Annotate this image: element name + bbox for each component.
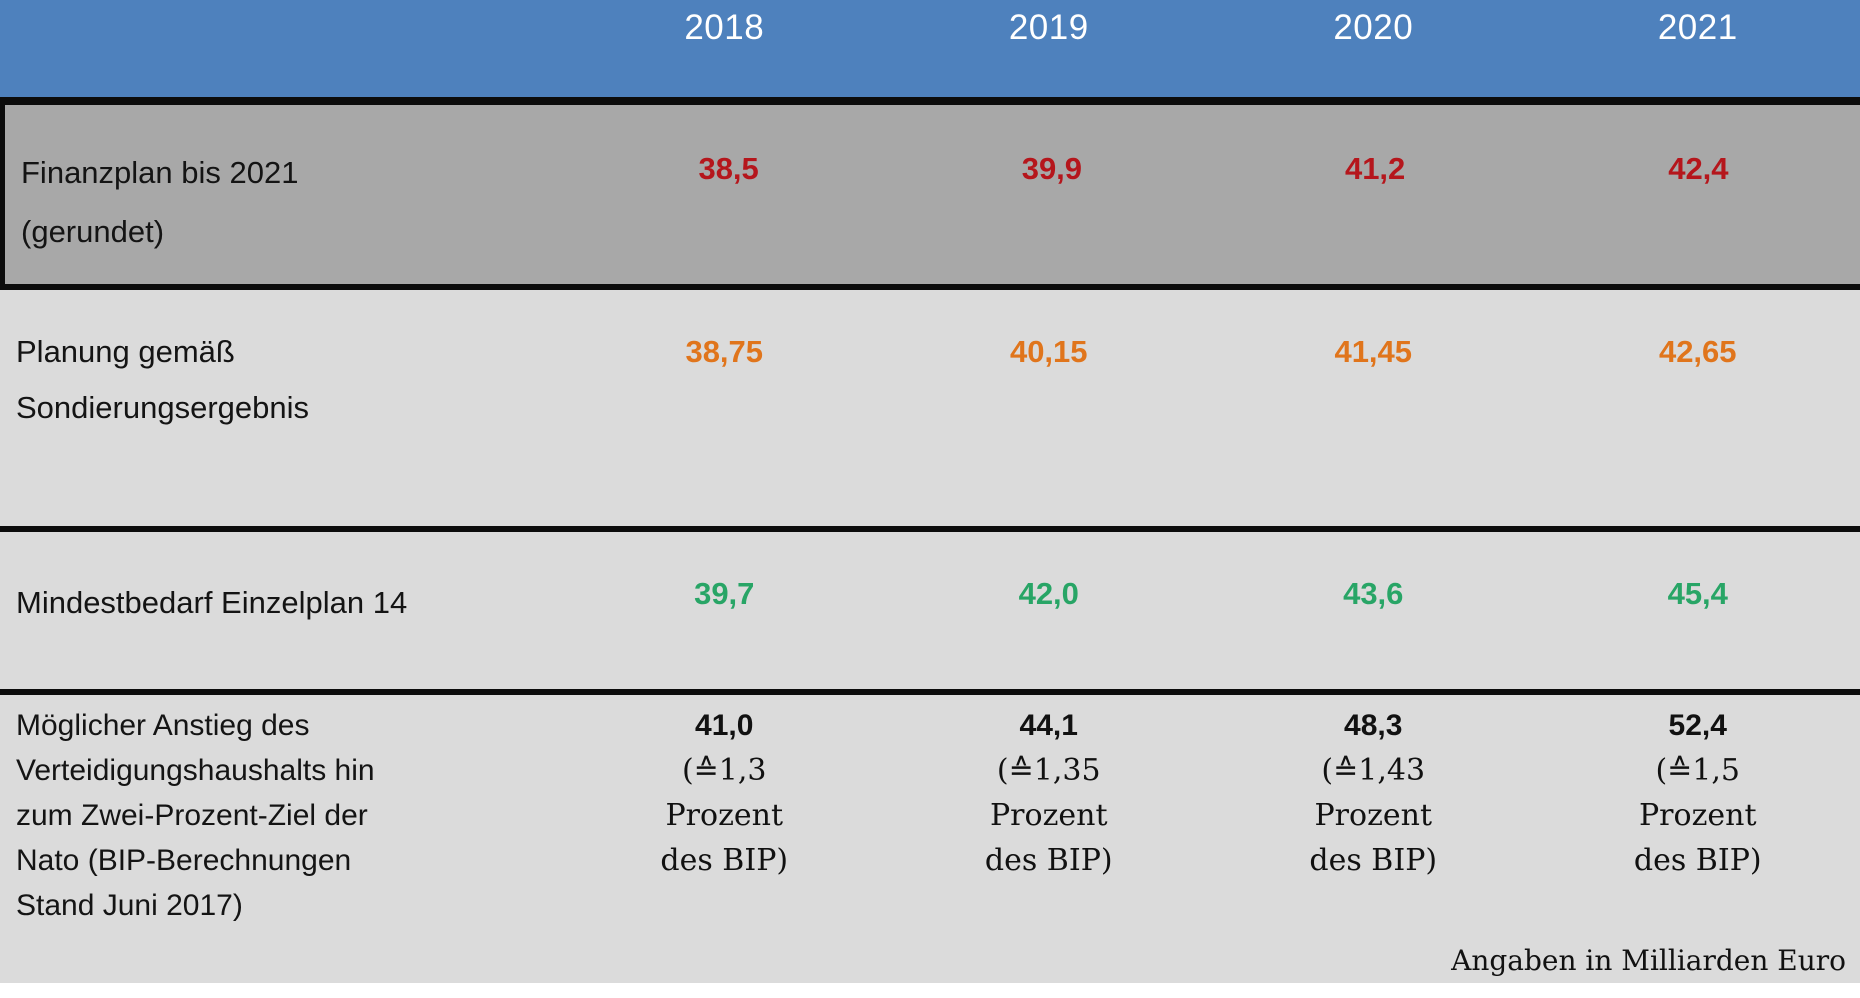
value-cell: 39,7 [694,576,755,611]
table-row-sondierung: Planung gemäß Sondierungsergebnis 38,75 … [0,290,1860,526]
value-cell: 42,0 [1018,576,1079,611]
value-cell: 41,0 (≙1,3 Prozent des BIP) [562,695,887,983]
row-label: Möglicher Anstieg des Verteidigungshaush… [16,709,375,922]
divider [0,97,1860,105]
divider [0,689,1860,695]
column-header-2021: 2021 [1657,8,1738,47]
divider [0,284,1860,290]
value-cell: 42,65 [1658,334,1737,369]
value-cell: 43,6 [1343,576,1404,611]
row-label: Finanzplan bis 2021 (gerundet) [21,155,299,249]
row-label: Mindestbedarf Einzelplan 14 [16,585,408,620]
unit-note: Angaben in Milliarden Euro [1451,944,1846,977]
amount: 52,4 [1668,709,1727,742]
value-cell: 48,3 (≙1,43 Prozent des BIP) [1211,695,1536,983]
value-cell: 38,75 [685,334,764,369]
column-header-2019: 2019 [1008,8,1089,47]
amount: 41,0 [695,709,754,742]
value-cell: 41,2 [1344,151,1406,186]
divider [0,526,1860,532]
row-label: Planung gemäß Sondierungsergebnis [16,334,309,425]
bottom-margin [0,983,1860,997]
gdp-share-note: (≙1,35 Prozent des BIP) [984,753,1113,878]
amount: 44,1 [1019,709,1078,742]
value-cell: 38,5 [698,151,759,186]
value-cell: 40,15 [1009,334,1088,369]
gdp-share-note: (≙1,3 Prozent des BIP) [660,753,789,878]
value-cell: 45,4 [1667,576,1728,611]
amount: 48,3 [1344,709,1403,742]
table-row-mindestbedarf: Mindestbedarf Einzelplan 14 39,7 42,0 43… [0,532,1860,689]
table-row-nato-ziel: Möglicher Anstieg des Verteidigungshaush… [0,695,1860,983]
value-cell: 41,45 [1334,334,1413,369]
value-cell: 44,1 (≙1,35 Prozent des BIP) [887,695,1212,983]
value-cell: 39,9 [1021,151,1083,186]
gdp-share-note: (≙1,43 Prozent des BIP) [1309,753,1438,878]
header-spacer [0,0,562,97]
table-row-finanzplan: Finanzplan bis 2021 (gerundet) 38,5 39,9… [0,105,1860,284]
value-cell: 42,4 [1668,151,1729,186]
column-header-2018: 2018 [684,8,765,47]
column-header-2020: 2020 [1333,8,1414,47]
year-header-row: 2018 2019 2020 2021 [0,0,1860,97]
value-cell: 52,4 (≙1,5 Prozent des BIP) [1536,695,1860,983]
gdp-share-note: (≙1,5 Prozent des BIP) [1633,753,1762,878]
